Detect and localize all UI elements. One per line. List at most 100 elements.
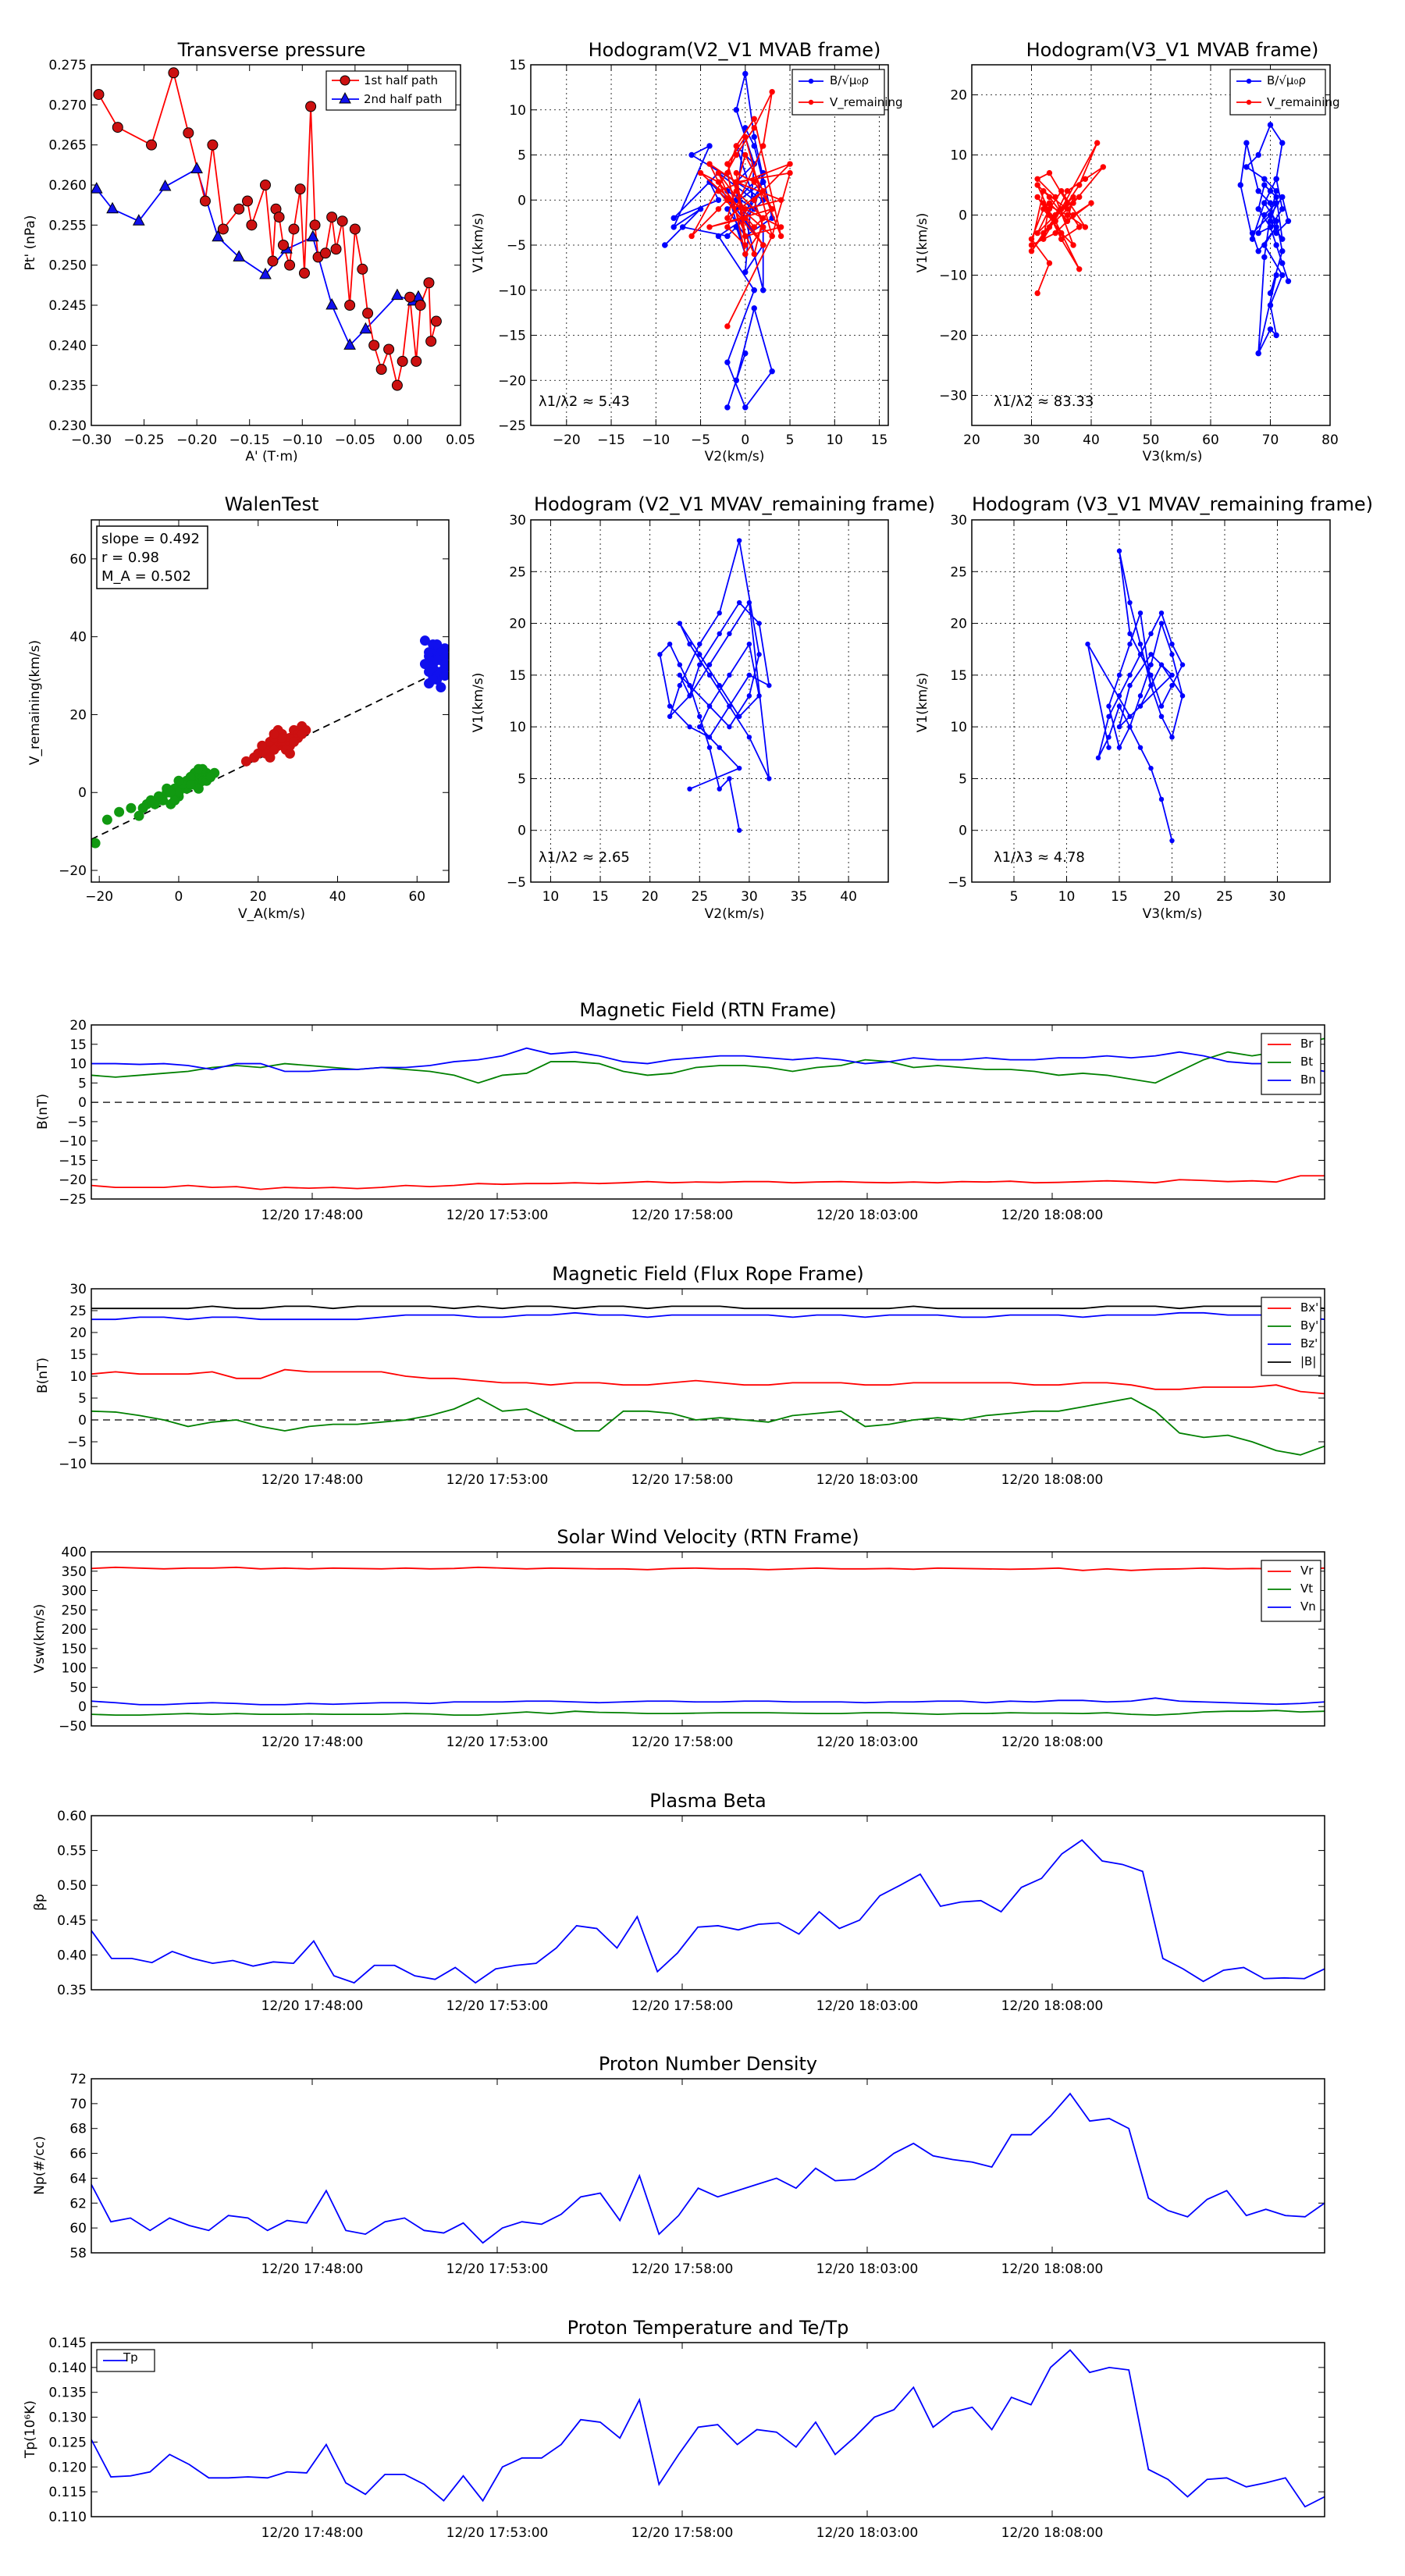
vsw-ytick-label-1: 0 (78, 1699, 87, 1715)
hodo4-point-45 (1127, 682, 1133, 688)
vsw-ytick-label-4: 150 (62, 1642, 87, 1657)
hodo2-xtick-label-4: 60 (1202, 432, 1219, 448)
hodo2-series-0-point-1 (1267, 326, 1274, 333)
hodo2-legend-marker-1 (1246, 78, 1252, 84)
hodo1-xtick-label-5: 5 (786, 432, 795, 448)
hodo3-point-20 (677, 672, 683, 678)
pt-1st-half-marker-16 (284, 259, 296, 271)
walen-red-point-27 (276, 732, 287, 743)
hodo2-series-1-point-13 (1040, 229, 1047, 237)
pt-1st-half-marker-20 (305, 101, 317, 112)
hodo3-point-32 (727, 631, 732, 637)
hodo3-point-18 (697, 662, 702, 667)
ylabel-bflux: B(nT) (35, 1357, 51, 1393)
hodo1-series-1-point-12 (724, 224, 731, 230)
pt-plot-frame (91, 64, 461, 426)
temp-ytick-label-5: 0.135 (48, 2386, 87, 2401)
pt-1st-half-marker-21 (309, 219, 321, 231)
hodo3-point-22 (727, 724, 732, 730)
walen-blue-point-24 (424, 667, 435, 678)
pt-xtick-label-0: −0.30 (71, 432, 112, 448)
hodo4-xtick-label-0: 5 (1010, 889, 1019, 905)
annotation-hodo4: λ1/λ3 ≈ 4.78 (994, 849, 1085, 866)
walen-green-point-31 (193, 783, 204, 794)
hodo2-plot-frame (971, 64, 1331, 426)
hodo4-point-44 (1116, 724, 1122, 730)
hodo1-series-1-point-24 (697, 169, 704, 176)
pt-2nd-half-marker-2 (132, 214, 145, 226)
hodo3-point-11 (706, 735, 713, 740)
hodo2-series-0-point-41 (1267, 218, 1274, 224)
hodo2-series-1-point-29 (1070, 212, 1076, 219)
hodo2-series-0-point-33 (1261, 200, 1268, 206)
pt-1st-half-marker-24 (326, 212, 338, 223)
pt-ytick-label-3: 0.245 (48, 298, 87, 314)
ylabel-vsw: Vsw(km/s) (32, 1604, 48, 1674)
bfield-ytick-label-4: −5 (67, 1115, 87, 1130)
hodo4-point-0 (1169, 838, 1175, 844)
walen-xtick-label-1: 0 (175, 889, 183, 905)
hodo4-ytick-label-7: 30 (950, 513, 967, 528)
hodo1-series-1-point-14 (733, 179, 740, 185)
hodo3-point-30 (687, 693, 692, 699)
hodo3-xtick-label-0: 10 (542, 889, 560, 905)
pt-1st-half-marker-29 (357, 263, 368, 275)
pt-ytick-label-6: 0.260 (48, 178, 87, 194)
xlabel-hodo4: V3(km/s) (1143, 906, 1203, 922)
hodo3-point-1 (727, 776, 732, 781)
hodo2-series-0-point-30 (1267, 290, 1274, 297)
hodo4-point-1 (1158, 796, 1165, 802)
pt-1st-half-marker-0 (93, 88, 105, 100)
hodo1-ytick-label-1: −20 (498, 373, 526, 389)
bfield-plot-frame (91, 1024, 1325, 1200)
bfield-ytick-label-5: 0 (78, 1095, 87, 1111)
beta-plot-area (91, 1839, 1325, 1984)
hodo1-series-1-point-39 (715, 188, 722, 194)
hodo4-point-41 (1179, 693, 1186, 699)
walen-green-point-38 (193, 763, 204, 774)
walen-xtick-label-3: 40 (329, 889, 347, 905)
pt-1st-half-marker-19 (298, 267, 310, 279)
hodo3-ytick-label-6: 25 (509, 564, 526, 580)
hodo3-ytick-label-3: 10 (509, 720, 526, 735)
xlabel-walen: V_A(km/s) (238, 906, 305, 922)
hodo3-point-33 (746, 600, 752, 606)
hodo1-series-1-point-45 (733, 169, 740, 176)
hodo1-series-1-point-2 (787, 169, 793, 176)
legend-bflux-3: Bz' (1300, 1336, 1318, 1350)
hodo3-point-25 (736, 538, 742, 543)
pt-xtick-label-4: −0.10 (282, 432, 322, 448)
bflux-ytick-label-6: 20 (69, 1325, 87, 1341)
hodo2-series-0-point-36 (1279, 206, 1286, 212)
hodo4-point-47 (1169, 672, 1175, 678)
hodo2-series-0-point-22 (1267, 200, 1274, 206)
pt-1st-half-marker-33 (383, 343, 395, 355)
hodo2-series-0-point-23 (1273, 229, 1279, 237)
pt-1st-half-marker-9 (242, 195, 254, 207)
title-pt: Transverse pressure (177, 39, 366, 61)
bfield-series-Br-line (91, 1175, 1325, 1190)
legend-bfield-1: Br (1300, 1037, 1314, 1051)
pt-1st-half-line (98, 69, 437, 386)
pt-1st-half-marker-7 (217, 223, 229, 235)
hodo3-point-7 (667, 641, 673, 647)
legend-hodo2-2: V_remaining (1267, 95, 1340, 110)
hodo4-xtick-label-3: 20 (1164, 889, 1181, 905)
hodo4-point-49 (1085, 641, 1090, 647)
hodo2-series-1-point-48 (1058, 206, 1065, 212)
hodo3-point-4 (697, 713, 702, 720)
hodo1-legend-marker-1 (808, 78, 814, 84)
legend-pt-2: 2nd half path (364, 92, 442, 106)
hodo2-xtick-label-1: 30 (1023, 432, 1040, 448)
walen-plot-area (91, 635, 449, 849)
pt-1st-half-marker-12 (267, 255, 279, 267)
beta-plot-frame (91, 1815, 1325, 1991)
hodo1-series-1-point-9 (751, 125, 757, 131)
bflux-xtick-label-0: 12/20 17:48:00 (261, 1472, 364, 1488)
hodo1-series-1-point-10 (769, 88, 775, 95)
hodo2-series-1-point-32 (1046, 194, 1053, 201)
vsw-ytick-label-0: −50 (59, 1719, 87, 1735)
walen-green-point-21 (137, 802, 148, 813)
hodo2-series-1-point-46 (1046, 200, 1053, 206)
hodo2-series-1-point-25 (1064, 206, 1071, 212)
